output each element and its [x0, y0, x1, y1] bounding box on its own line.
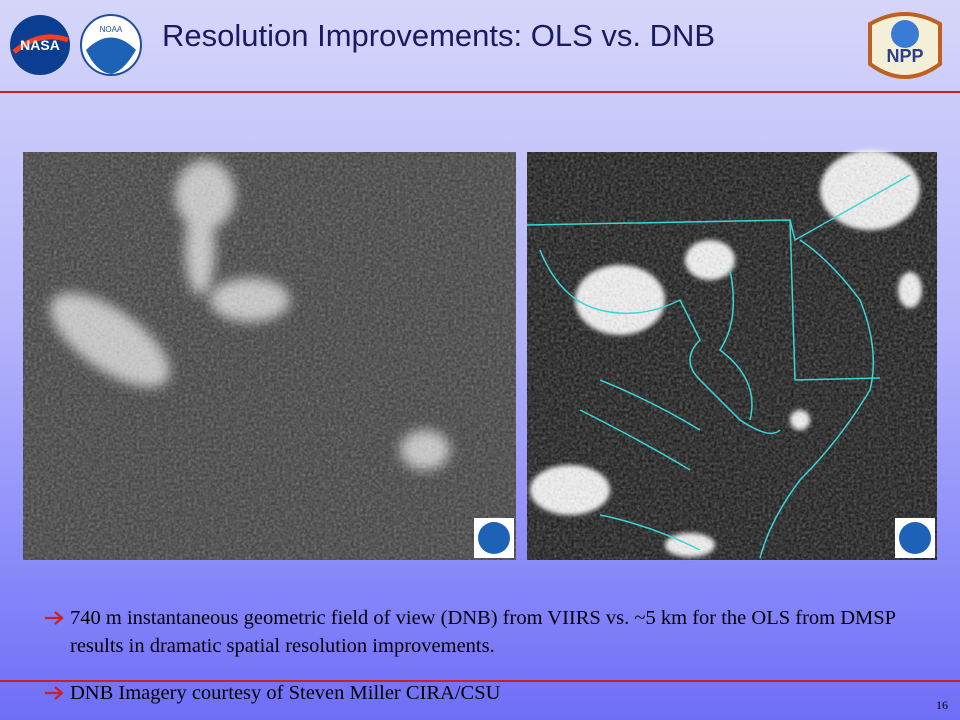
dnb-image — [526, 150, 937, 560]
imagery — [23, 150, 937, 560]
ols-image — [23, 152, 516, 560]
bullet-text: DNB Imagery courtesy of Steven Miller CI… — [70, 682, 501, 704]
bullet-text: 740 m instantaneous geometric field of v… — [70, 607, 896, 657]
slide-title: Resolution Improvements: OLS vs. DNB — [162, 18, 716, 53]
bullet-arrow — [45, 611, 64, 625]
logo-text: NOAA — [100, 25, 123, 34]
bullet-arrow — [45, 686, 64, 700]
header-rule — [0, 91, 960, 93]
npp-logo: NPP — [868, 12, 942, 79]
footer-rule — [0, 680, 960, 682]
logo-text: NASA — [20, 37, 60, 53]
nasa-logo — [10, 15, 70, 75]
logos: NASA NOAA — [10, 14, 142, 76]
page-number: 16 — [936, 698, 948, 712]
logo-text: NPP — [886, 46, 923, 66]
